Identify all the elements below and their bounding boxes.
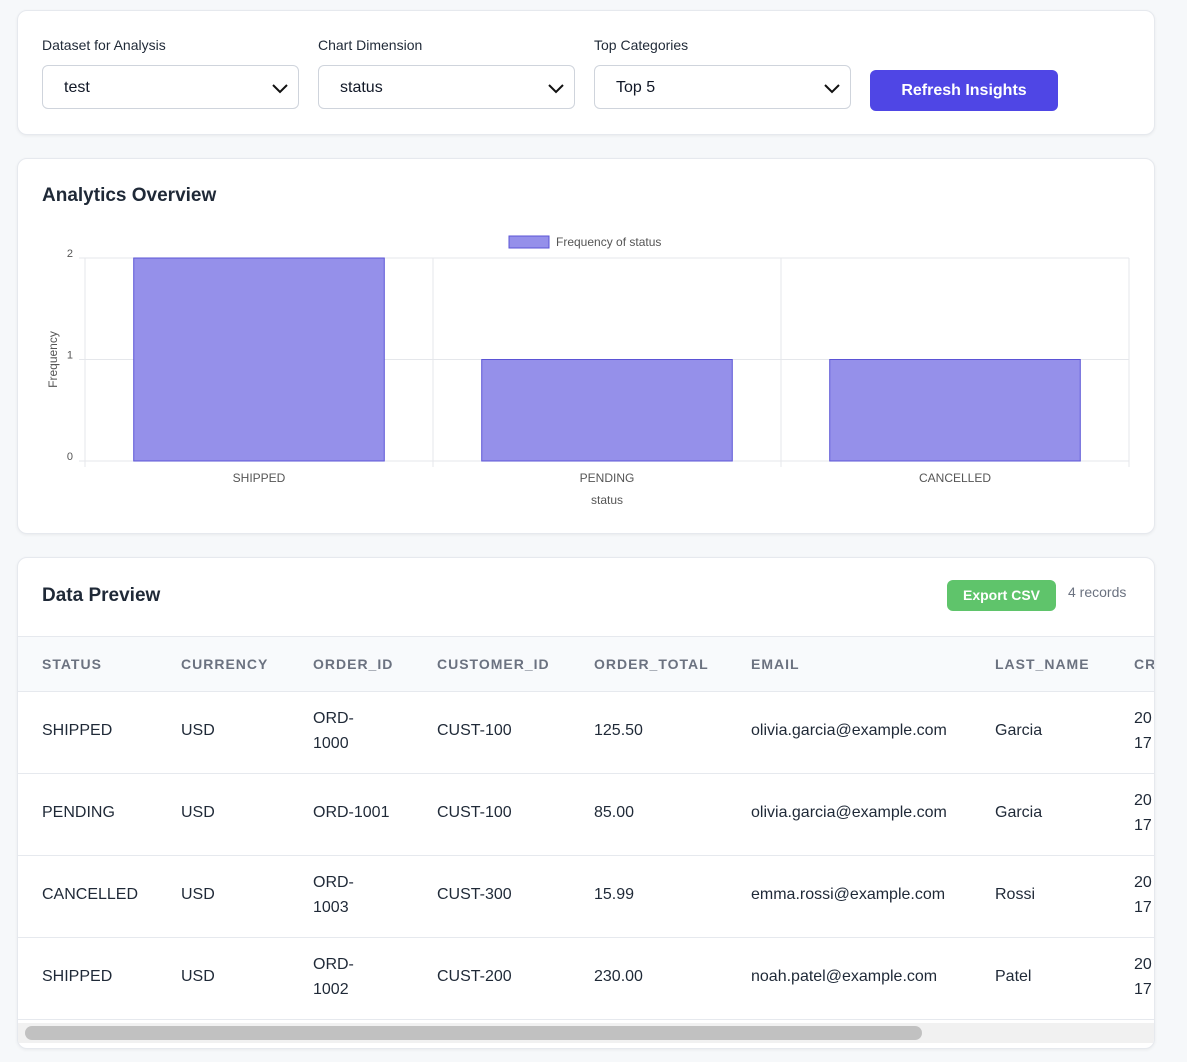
- column-header-customer-id[interactable]: CUSTOMER_ID: [437, 656, 550, 672]
- cell-status: SHIPPED: [42, 722, 113, 739]
- bar-cancelled: [829, 359, 1081, 462]
- controls-panel: Dataset for Analysis test Chart Dimensio…: [17, 10, 1155, 135]
- x-tick-label: PENDING: [580, 471, 635, 485]
- dataset-value: test: [64, 79, 90, 96]
- cell-last-name: Garcia: [995, 804, 1043, 821]
- column-header-email[interactable]: EMAIL: [751, 656, 800, 672]
- dimension-select[interactable]: status: [318, 65, 575, 109]
- table-row[interactable]: CANCELLED USD ORD-1003 CUST-300 15.99 em…: [18, 855, 1154, 938]
- column-header-status[interactable]: STATUS: [42, 656, 102, 672]
- dataset-select[interactable]: test: [42, 65, 299, 109]
- data-preview-panel: Data Preview Export CSV 4 records STATUS…: [17, 557, 1155, 1049]
- cell-order-id: ORD-1002: [313, 956, 354, 998]
- column-header-last-name[interactable]: LAST_NAME: [995, 656, 1090, 672]
- cell-cr: 20 17: [1134, 710, 1152, 752]
- analytics-overview-panel: Analytics Overview 0 1 2 SHIPPED PENDING CANC…: [17, 158, 1155, 534]
- cell-customer-id: CUST-300: [437, 886, 512, 903]
- dimension-value: status: [340, 79, 383, 96]
- cell-customer-id: CUST-200: [437, 968, 512, 985]
- x-tick-label: SHIPPED: [233, 471, 286, 485]
- cell-order-total: 230.00: [594, 968, 643, 985]
- column-header-cr[interactable]: CR: [1134, 656, 1155, 672]
- y-axis-title: Frequency: [46, 331, 60, 388]
- column-header-order-total[interactable]: ORDER_TOTAL: [594, 656, 709, 672]
- cell-last-name: Garcia: [995, 722, 1043, 739]
- cell-currency: USD: [181, 968, 215, 985]
- cell-email: olivia.garcia@example.com: [751, 804, 947, 821]
- x-axis-title: status: [591, 493, 623, 507]
- top-categories-label: Top Categories: [594, 37, 689, 53]
- cell-order-total: 15.99: [594, 886, 635, 903]
- top-categories-value: Top 5: [616, 79, 656, 96]
- table-header: STATUS CURRENCY ORDER_ID CUSTOMER_ID ORD…: [18, 636, 1154, 692]
- legend-label: Frequency of status: [556, 235, 661, 249]
- chevron-down-icon: [824, 84, 840, 94]
- cell-cr: 20 17: [1134, 792, 1152, 834]
- frequency-bar-chart: 0 1 2 SHIPPED PENDING CANCELLED status Frequenc…: [46, 235, 1130, 507]
- cell-status: PENDING: [42, 804, 115, 821]
- cell-currency: USD: [181, 804, 215, 821]
- y-tick-label: 1: [67, 350, 73, 362]
- cell-cr: 20 17: [1134, 874, 1152, 916]
- cell-email: olivia.garcia@example.com: [751, 722, 947, 739]
- cell-order-id: ORD-1001: [313, 804, 390, 821]
- cell-order-id: ORD-1000: [313, 710, 354, 752]
- top-categories-select[interactable]: Top 5: [594, 65, 851, 109]
- cell-order-total: 85.00: [594, 804, 635, 821]
- table-row[interactable]: SHIPPED USD ORD-1000 CUST-100 125.50 oli…: [18, 691, 1154, 774]
- chevron-down-icon: [272, 84, 288, 94]
- cell-order-total: 125.50: [594, 722, 643, 739]
- scrollbar-thumb[interactable]: [25, 1026, 922, 1040]
- dataset-label: Dataset for Analysis: [42, 37, 166, 53]
- legend-swatch: [508, 235, 550, 249]
- analytics-overview-title: Analytics Overview: [42, 185, 217, 206]
- y-tick-label: 0: [67, 451, 73, 463]
- cell-cr: 20 17: [1134, 956, 1152, 998]
- horizontal-scrollbar[interactable]: [18, 1023, 1154, 1043]
- cell-status: SHIPPED: [42, 968, 113, 985]
- cell-currency: USD: [181, 886, 215, 903]
- cell-email: emma.rossi@example.com: [751, 886, 946, 903]
- column-header-currency[interactable]: CURRENCY: [181, 656, 269, 672]
- table-row[interactable]: PENDING USD ORD-1001 CUST-100 85.00 oliv…: [18, 773, 1154, 856]
- cell-order-id: ORD-1003: [313, 874, 354, 916]
- refresh-insights-button[interactable]: Refresh Insights: [870, 70, 1058, 111]
- export-csv-button[interactable]: Export CSV: [947, 580, 1056, 611]
- dimension-label: Chart Dimension: [318, 37, 423, 53]
- bar-pending: [481, 359, 733, 462]
- cell-email: noah.patel@example.com: [751, 968, 938, 985]
- data-preview-title: Data Preview: [42, 585, 161, 606]
- y-tick-label: 2: [67, 248, 73, 260]
- cell-customer-id: CUST-100: [437, 804, 512, 821]
- x-tick-label: CANCELLED: [919, 471, 991, 485]
- record-count: 4 records: [1068, 584, 1127, 600]
- cell-currency: USD: [181, 722, 215, 739]
- cell-last-name: Patel: [995, 968, 1032, 985]
- table-row[interactable]: SHIPPED USD ORD-1002 CUST-200 230.00 noa…: [18, 937, 1154, 1020]
- column-header-order-id[interactable]: ORDER_ID: [313, 656, 394, 672]
- bar-shipped: [133, 257, 385, 462]
- chevron-down-icon: [548, 84, 564, 94]
- cell-customer-id: CUST-100: [437, 722, 512, 739]
- cell-last-name: Rossi: [995, 886, 1036, 903]
- cell-status: CANCELLED: [42, 886, 139, 903]
